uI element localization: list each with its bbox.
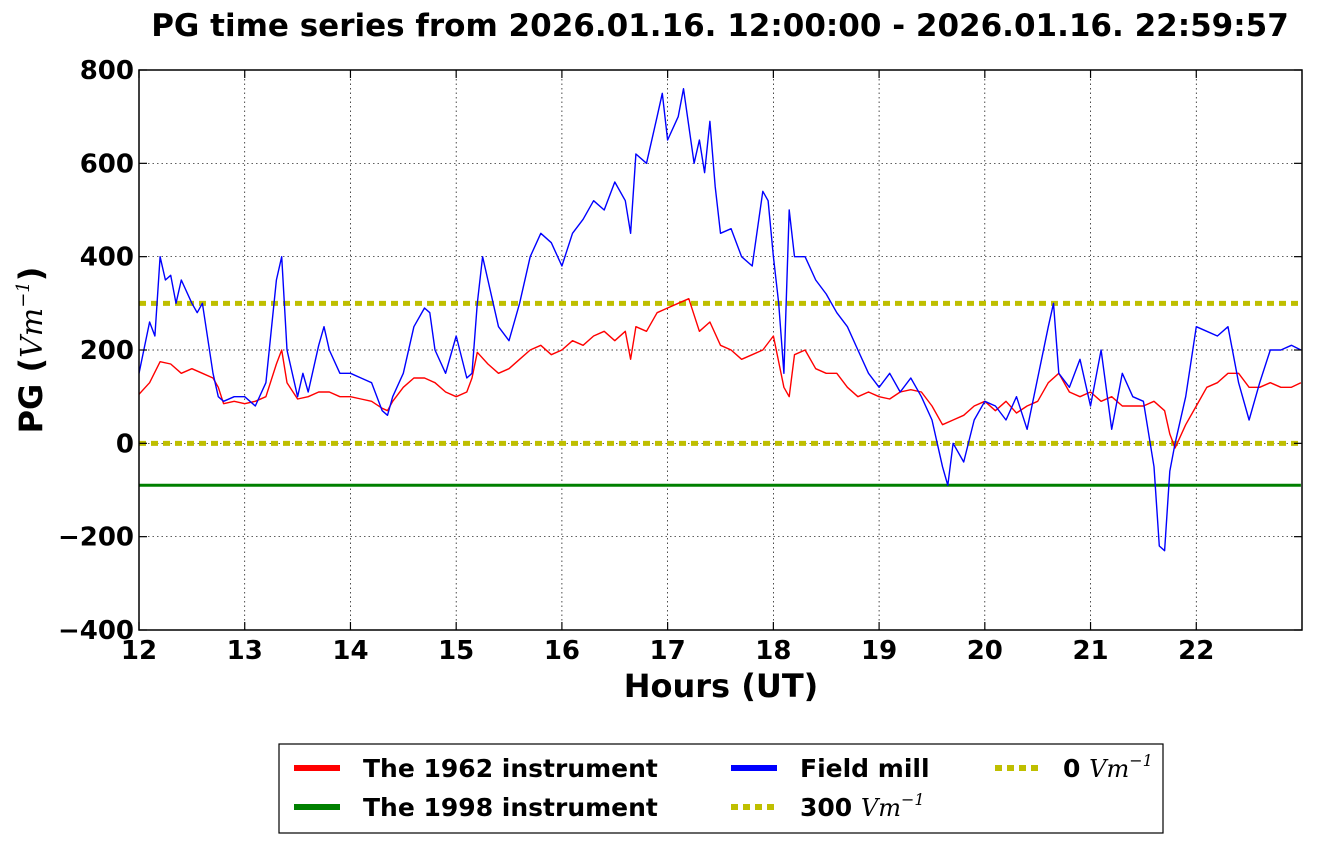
legend-label-field-mill: Field mill [800,754,930,783]
y-tick-label: −200 [58,523,134,553]
x-tick-label: 21 [1072,636,1108,666]
legend-label-300: 300 Vm−1 [800,790,925,822]
legend-label-0-value: 0 [1063,754,1080,783]
x-tick-label: 14 [332,636,368,666]
series-field-mill [139,87,1302,552]
legend-label-300-unit: Vm [861,794,901,822]
x-tick-label: 19 [861,636,897,666]
y-axis-label-suffix: ) [12,267,50,282]
legend-label-300-unit-exponent: −1 [901,790,925,809]
legend-label-300-value: 300 [800,793,852,822]
x-tick-label: 13 [227,636,263,666]
grid-lines [139,70,1302,630]
y-axis-label-unit-exponent: −1 [13,281,34,308]
y-tick-label: 0 [116,429,134,459]
legend-frame [278,743,1164,834]
y-axis-label-prefix: PG ( [12,358,50,433]
x-tick-label: 20 [967,636,1003,666]
y-tick-label: 800 [80,56,134,86]
chart-title: PG time series from 2026.01.16. 12:00:00… [151,8,1289,44]
legend-label-0-unit-exponent: −1 [1129,751,1153,770]
x-tick-label: 17 [650,636,686,666]
y-tick-label: 200 [80,336,134,366]
legend-label-1998: The 1998 instrument [363,793,658,822]
legend-label-0: 0 Vm−1 [1063,751,1153,783]
x-tick-label: 12 [121,636,157,666]
legend-label-1962: The 1962 instrument [363,754,658,783]
legend: The 1962 instrument The 1998 instrument … [278,743,1164,834]
y-tick-label: 400 [80,243,134,273]
series-1962-instrument [139,298,1302,449]
x-tick-label: 22 [1178,636,1214,666]
y-axis-label-unit: Vm [15,308,50,358]
x-axis-label: Hours (UT) [624,667,819,705]
y-axis-label: PG (Vm−1) [12,267,50,434]
y-tick-label: 600 [80,149,134,179]
y-tick-label: −400 [58,616,134,646]
x-tick-label: 16 [544,636,580,666]
legend-label-0-unit: Vm [1089,755,1129,783]
x-tick-label: 15 [438,636,474,666]
plot-area [139,87,1302,552]
x-tick-label: 18 [755,636,791,666]
axis-ticks: 12 13 14 15 16 17 18 19 20 21 22 −400 −200 0 200 400 600… [58,56,1302,666]
